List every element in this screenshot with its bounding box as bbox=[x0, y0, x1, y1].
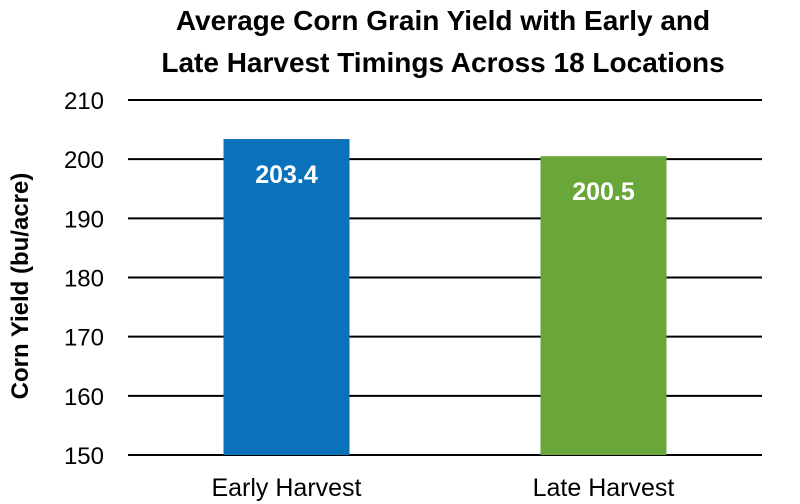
chart-title: Average Corn Grain Yield with Early and … bbox=[161, 5, 724, 78]
y-axis-label: Corn Yield (bu/acre) bbox=[7, 173, 34, 400]
chart-title-line-1: Average Corn Grain Yield with Early and bbox=[176, 5, 710, 36]
x-axis-categories: Early Harvest Late Harvest bbox=[211, 474, 674, 502]
bar-0 bbox=[223, 139, 350, 456]
y-tick-label: 180 bbox=[64, 266, 104, 293]
data-labels: 203.4 200.5 bbox=[255, 161, 635, 206]
y-tick-label: 170 bbox=[64, 325, 104, 352]
y-tick-label: 190 bbox=[64, 206, 104, 233]
x-category-label: Late Harvest bbox=[533, 474, 675, 502]
data-label: 203.4 bbox=[255, 161, 318, 189]
y-tick-label: 150 bbox=[64, 443, 104, 470]
y-tick-label: 210 bbox=[64, 88, 104, 115]
y-tick-label: 200 bbox=[64, 147, 104, 174]
data-label: 200.5 bbox=[572, 178, 635, 206]
y-tick-label: 160 bbox=[64, 384, 104, 411]
gridlines bbox=[128, 99, 762, 456]
bars bbox=[223, 139, 667, 456]
chart-title-line-2: Late Harvest Timings Across 18 Locations bbox=[161, 47, 724, 78]
bar-1 bbox=[540, 156, 667, 456]
x-category-label: Early Harvest bbox=[211, 474, 361, 502]
y-axis-ticks: 150 160 170 180 190 200 210 bbox=[64, 88, 104, 470]
